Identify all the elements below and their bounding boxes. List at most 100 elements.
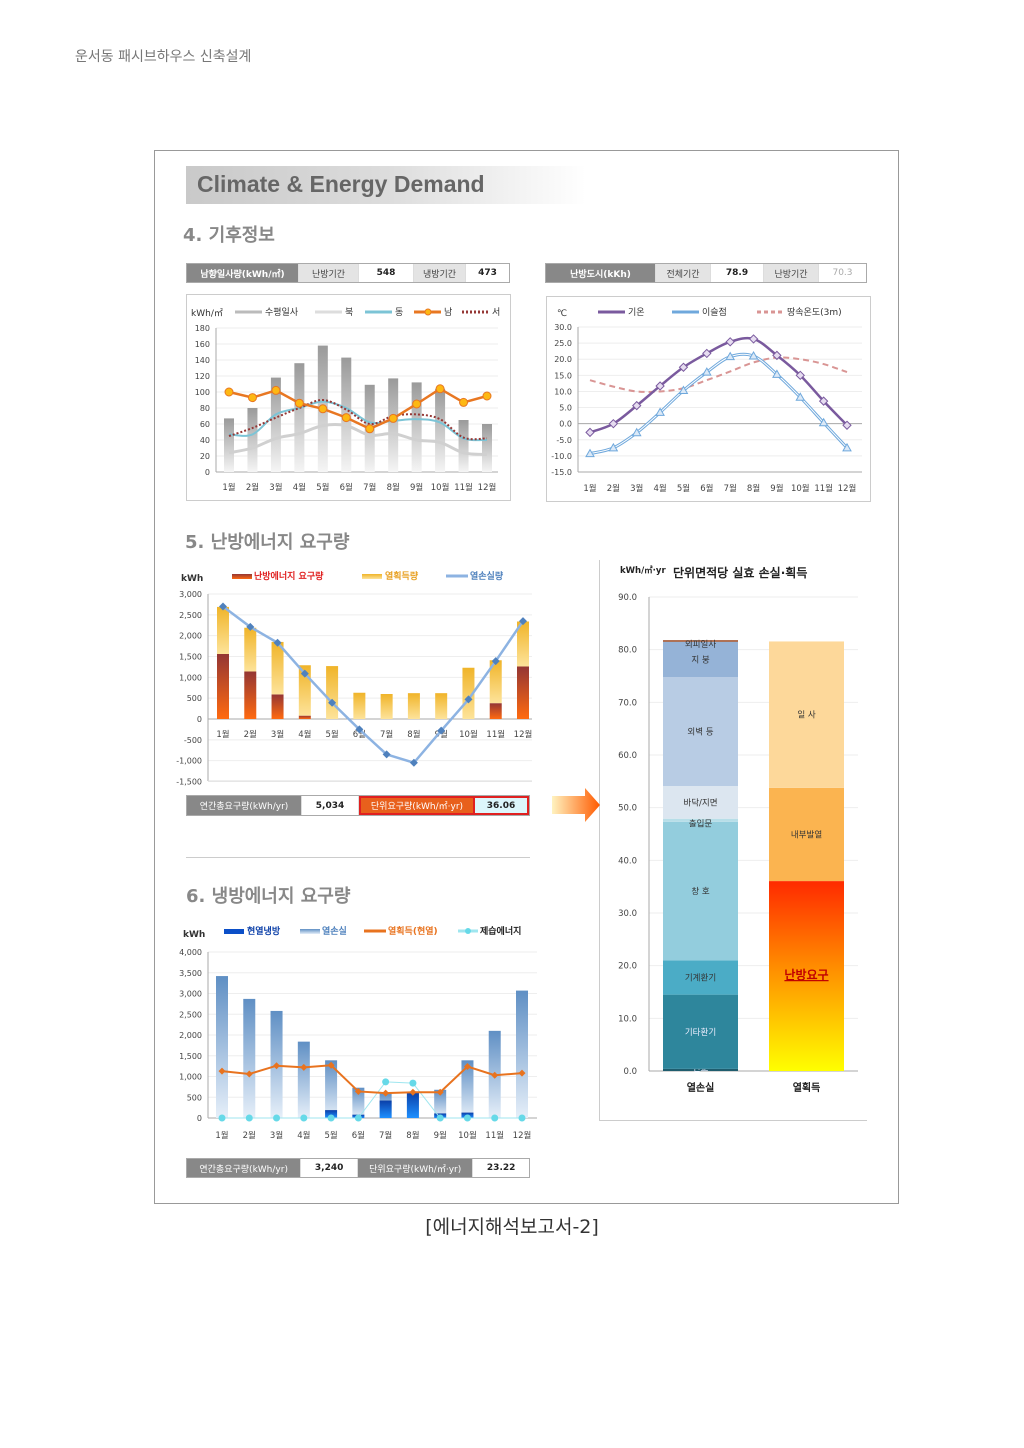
bar-heat-loss — [461, 1060, 474, 1118]
value: 70.3 — [832, 268, 853, 278]
x-tick-label: 3월 — [270, 1130, 283, 1141]
legend-label: 난방에너지 요구량 — [254, 570, 324, 582]
x-tick-label: 12월 — [838, 483, 857, 494]
x-tick-label: 3월 — [271, 729, 284, 740]
point-dehumidification — [300, 1114, 308, 1122]
segment-label: 기타환기 — [685, 1027, 716, 1038]
legend-label: 기온 — [628, 307, 645, 318]
point-heat-loss — [355, 725, 364, 734]
point-heat-gain — [491, 1071, 499, 1079]
document-header: 운서동 패시브하우스 신축설계 — [75, 49, 252, 65]
y-tick-label: 20.0 — [554, 355, 572, 364]
heating-summary: 연간총요구량(kWh/yr) 5,034 단위요구량(kWh/㎡·yr) 36.… — [186, 795, 530, 816]
point-dehumidification — [354, 1114, 362, 1122]
legend-label: 남 — [444, 307, 452, 318]
point-heat-gain — [245, 1070, 253, 1078]
point-heat-gain — [518, 1069, 526, 1077]
point-temperature — [842, 420, 852, 430]
label: 냉방기간 — [414, 264, 466, 282]
point-dew-point — [772, 369, 782, 378]
point-dehumidification — [273, 1114, 281, 1122]
bar-horizontal-solar — [411, 382, 422, 472]
y-tick-label: 10.0 — [554, 387, 572, 396]
bar-heat-loss — [434, 1089, 447, 1118]
bar-heating-demand — [271, 694, 284, 719]
segment-label: 기계환기 — [685, 973, 716, 984]
y-tick-label: -10.0 — [551, 452, 572, 461]
bar-heat-loss — [325, 1060, 338, 1118]
point-dew-point — [795, 392, 806, 401]
point-heat-loss — [437, 726, 446, 735]
bar-horizontal-solar — [247, 408, 258, 472]
y-axis-label: kWh — [183, 930, 205, 940]
point-dew-point — [725, 351, 736, 361]
label: 단위요구량(kWh/㎡·yr) — [359, 796, 475, 815]
point-heat-loss — [300, 669, 309, 678]
y-tick-label: 4,000 — [179, 948, 202, 957]
legend-label: 열획득(현열) — [388, 925, 438, 937]
x-tick-label: 6월 — [340, 482, 353, 493]
point-temperature — [655, 381, 665, 391]
point-dew-point — [631, 427, 642, 437]
point-dehumidification — [327, 1114, 335, 1122]
point-dew-point — [678, 385, 689, 394]
bar-horizontal-solar — [435, 388, 446, 472]
legend-swatch — [224, 929, 244, 934]
point-heat-gain — [436, 1088, 444, 1096]
bar-heat-gain — [244, 627, 257, 672]
point-temperature — [608, 418, 619, 429]
segment-label: 내부발열 — [791, 829, 822, 840]
x-tick-label: 1월 — [583, 483, 596, 494]
y-tick-label: 3,000 — [179, 990, 202, 999]
value: 36.06 — [475, 796, 529, 815]
stack-segment — [663, 786, 738, 819]
x-tick-label: 열획득 — [793, 1081, 821, 1094]
legend-label: 서 — [492, 307, 500, 318]
stack-segment — [663, 960, 738, 995]
point-heat-loss — [328, 698, 337, 707]
bar-horizontal-solar — [224, 418, 234, 472]
x-tick-label: 8월 — [406, 1130, 419, 1141]
line-동 — [228, 400, 488, 442]
label: 연간총요구량(kWh/yr) — [187, 1159, 302, 1177]
bar-heating-demand — [489, 703, 502, 719]
point-heat-loss — [409, 758, 418, 767]
dd-table-title: 난방도시(kKh) — [546, 264, 656, 282]
point-south — [341, 413, 351, 423]
y-tick-label: 180 — [195, 324, 210, 333]
point-heat-gain — [354, 1087, 362, 1095]
segment-label: 창 호 — [691, 887, 710, 897]
y-tick-label: 0.0 — [623, 1067, 637, 1077]
segment-label: 외벽 등 — [687, 727, 713, 738]
point-heat-gain — [273, 1062, 281, 1070]
x-tick-label: 7월 — [724, 483, 737, 494]
y-tick-label: 3,000 — [179, 590, 202, 599]
stack-segment — [663, 1068, 738, 1071]
line-dehumidification — [222, 1081, 522, 1119]
y-tick-label: 30.0 — [554, 323, 572, 332]
banner-title: Climate & Energy Demand — [186, 166, 586, 204]
y-tick-label: 1,000 — [179, 673, 202, 682]
y-tick-label: 60.0 — [618, 751, 637, 761]
stack-segment — [663, 994, 738, 1069]
section-cooling-title: 6. 냉방에너지 요구량 — [186, 886, 351, 907]
point-temperature — [818, 396, 829, 406]
legend-marker — [465, 928, 471, 934]
bar-heat-gain — [217, 606, 229, 654]
x-tick-label: 8월 — [747, 483, 760, 494]
point-temperature — [772, 350, 782, 361]
point-temperature — [702, 348, 712, 359]
x-tick-label: 3월 — [630, 483, 643, 494]
point-dew-point — [608, 442, 619, 452]
y-tick-label: 120 — [195, 372, 210, 381]
stack-segment — [769, 881, 844, 1071]
point-dehumidification — [245, 1114, 253, 1122]
point-dehumidification — [463, 1114, 471, 1122]
y-tick-label: 80.0 — [618, 646, 637, 656]
point-south — [388, 413, 398, 423]
legend-label: 수평일사 — [265, 307, 299, 318]
solar-table-title: 남향일사량(kWh/㎡) — [187, 264, 299, 282]
y-tick-label: 15.0 — [554, 371, 572, 380]
y-tick-label: 60 — [200, 420, 210, 429]
